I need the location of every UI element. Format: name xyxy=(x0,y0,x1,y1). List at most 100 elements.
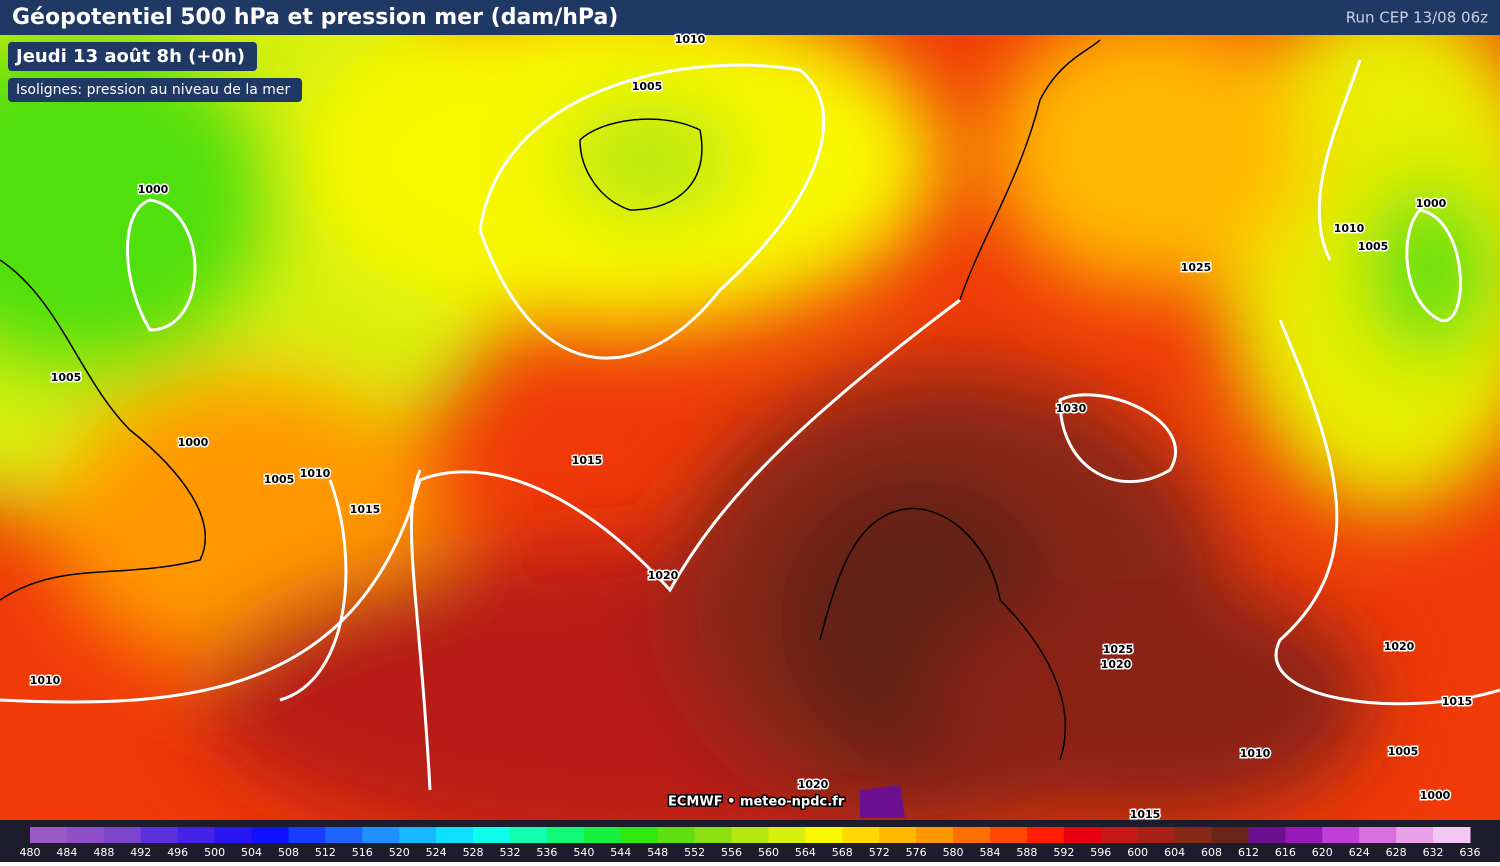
colorbar-label: 596 xyxy=(1090,846,1111,859)
colorbar-label: 548 xyxy=(647,846,668,859)
colorbar-segment xyxy=(1137,827,1176,843)
colorbar-label: 484 xyxy=(56,846,77,859)
isobar-label: 1010 xyxy=(30,674,61,687)
colorbar-segment xyxy=(1285,827,1323,843)
colorbar-label: 592 xyxy=(1053,846,1074,859)
isobar-label: 1005 xyxy=(264,473,295,486)
colorbar-segment xyxy=(805,827,843,843)
colorbar-segment xyxy=(657,827,696,843)
colorbar-segment xyxy=(1433,827,1471,843)
colorbar-label: 604 xyxy=(1164,846,1185,859)
colorbar-label: 492 xyxy=(130,846,151,859)
colorbar-label: 560 xyxy=(758,846,779,859)
isobar-label: 1000 xyxy=(1416,197,1447,210)
colorbar-segment xyxy=(879,827,917,843)
colorbar-label: 576 xyxy=(906,846,927,859)
colorbar-label: 508 xyxy=(278,846,299,859)
colorbar-label: 572 xyxy=(869,846,890,859)
colorbar-label: 496 xyxy=(167,846,188,859)
isobar-label: 1020 xyxy=(648,569,679,582)
colorbar-label: 524 xyxy=(426,846,447,859)
colorbar-label: 620 xyxy=(1312,846,1333,859)
colorbar-segment xyxy=(583,827,622,843)
isobar-label: 1030 xyxy=(1056,402,1087,415)
colorbar-segment xyxy=(473,827,511,843)
colorbar-segment xyxy=(436,827,474,843)
isobar-label: 1005 xyxy=(1388,745,1419,758)
colorbar-segment xyxy=(1248,827,1286,843)
colorbar-segment xyxy=(1396,827,1434,843)
colorbar-segment xyxy=(177,827,216,843)
colorbar-label: 616 xyxy=(1275,846,1296,859)
colorbar-label: 636 xyxy=(1460,846,1481,859)
colorbar-segment xyxy=(325,827,363,843)
isobar-label: 1020 xyxy=(798,778,829,791)
isobar-label: 1000 xyxy=(178,436,209,449)
run: Run CEP 13/08 06z xyxy=(1346,9,1488,27)
isobar-label: 1025 xyxy=(1103,643,1134,656)
colorbar-segment xyxy=(362,827,400,843)
isobar-label: 1005 xyxy=(632,80,663,93)
colorbar-label: 504 xyxy=(241,846,262,859)
title: Géopotentiel 500 hPa et pression mer (da… xyxy=(12,5,618,30)
colorbar-label: 568 xyxy=(832,846,853,859)
colorbar-label: 628 xyxy=(1386,846,1407,859)
colorbar-label: 600 xyxy=(1127,846,1148,859)
colorbar-label: 544 xyxy=(610,846,631,859)
colorbar-label: 632 xyxy=(1423,846,1444,859)
colorbar-segment xyxy=(66,827,105,843)
colorbar-segment xyxy=(546,827,585,843)
colorbar-segment xyxy=(399,827,437,843)
isobar-label: 1025 xyxy=(1181,261,1212,274)
colorbar-segment xyxy=(214,827,253,843)
colorbar-segment xyxy=(103,827,142,843)
isobar-label: 1020 xyxy=(1384,640,1415,653)
colorbar-label: 532 xyxy=(500,846,521,859)
isobar-label: 1015 xyxy=(350,503,381,516)
coastlines xyxy=(0,39,1101,761)
colorbar-label: 608 xyxy=(1201,846,1222,859)
colorbar-segment xyxy=(140,827,179,843)
colorbar-label: 516 xyxy=(352,846,373,859)
isobar-label: 1015 xyxy=(572,454,603,467)
colorbar-label: 584 xyxy=(980,846,1001,859)
isobar-label: 1020 xyxy=(1101,658,1132,671)
colorbar-label: 624 xyxy=(1349,846,1370,859)
colorbar-segment xyxy=(953,827,991,843)
colorbar-segment xyxy=(510,827,548,843)
isobar-label: 1010 xyxy=(1240,747,1271,760)
colorbar-segment xyxy=(1211,827,1249,843)
colorbar-label: 528 xyxy=(463,846,484,859)
colorbar-segment xyxy=(1322,827,1360,843)
isobar-label: 1010 xyxy=(300,467,331,480)
colorbar-segment xyxy=(1063,827,1102,843)
isobar-label: 1005 xyxy=(51,371,82,384)
colorbar-segment xyxy=(251,827,289,843)
colorbar-segment xyxy=(288,827,326,843)
colorbar-label: 500 xyxy=(204,846,225,859)
isobar-label: 1015 xyxy=(1442,695,1473,708)
colorbar-label: 564 xyxy=(795,846,816,859)
isobar-label: 1010 xyxy=(675,33,706,46)
isobars xyxy=(0,59,1500,791)
colorbar-segment xyxy=(1174,827,1213,843)
colorbar-segment xyxy=(731,827,769,843)
colorbar-label: 480 xyxy=(20,846,41,859)
date-label: Jeudi 13 août 8h (+0h) xyxy=(14,46,245,67)
colorbar-label: 552 xyxy=(684,846,705,859)
colorbar-segment xyxy=(1100,827,1139,843)
colorbar-segment xyxy=(990,827,1028,843)
colorbar-label: 556 xyxy=(721,846,742,859)
isobar-label: 1005 xyxy=(1358,240,1389,253)
isobar-label: 1000 xyxy=(138,183,169,196)
isobar-label: 1010 xyxy=(1334,222,1365,235)
isobar-label: 1000 xyxy=(1420,789,1451,802)
colorbar-label: 536 xyxy=(536,846,557,859)
colorbar-label: 588 xyxy=(1016,846,1037,859)
colorbar-segment xyxy=(768,827,806,843)
colorbar-segment xyxy=(694,827,733,843)
colorbar-label: 540 xyxy=(573,846,594,859)
isolines-box xyxy=(8,78,302,102)
